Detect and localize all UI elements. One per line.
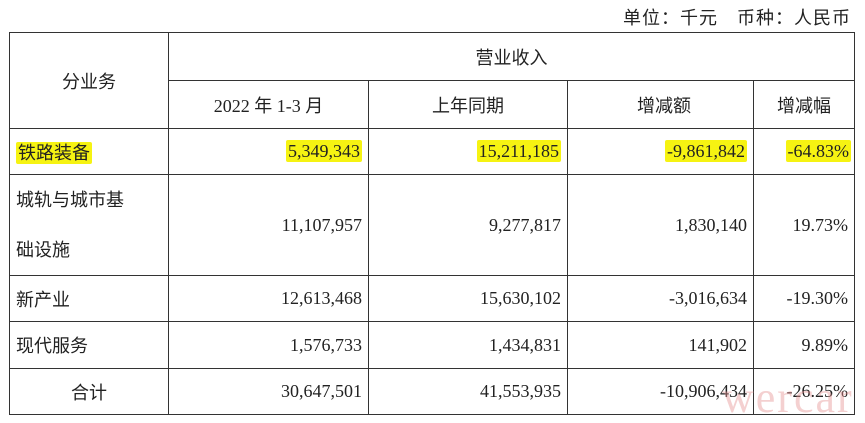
prior-value: 15,211,185	[476, 140, 561, 162]
change-value: -10,906,434	[567, 368, 754, 415]
current-value: 5,349,343	[286, 140, 362, 162]
pct-value: -19.30%	[753, 275, 855, 322]
segment-name: 城轨与城市基 础设施	[9, 174, 169, 276]
change-value: -3,016,634	[567, 275, 754, 322]
table-row: 新产业 12,613,468 15,630,102 -3,016,634 -19…	[9, 275, 855, 322]
pct-value: 19.73%	[753, 174, 855, 276]
segment-name: 现代服务	[9, 321, 169, 369]
current-value: 1,576,733	[168, 321, 369, 369]
change-value: 141,902	[567, 321, 754, 369]
prior-value: 41,553,935	[368, 368, 568, 415]
segment-name: 合计	[9, 368, 169, 415]
header-change: 增减额	[567, 80, 754, 129]
header-pct: 增减幅	[753, 80, 855, 129]
current-value: 30,647,501	[168, 368, 369, 415]
unit-note: 单位：千元 币种：人民币	[623, 8, 851, 28]
segment-name-line1: 城轨与城市基	[16, 190, 124, 210]
change-value: -9,861,842	[665, 140, 747, 162]
prior-value: 9,277,817	[368, 174, 568, 276]
prior-value: 1,434,831	[368, 321, 568, 369]
pct-value: -26.25%	[753, 368, 855, 415]
header-current: 2022 年 1-3 月	[168, 80, 369, 129]
header-prior: 上年同期	[368, 80, 568, 129]
current-value: 11,107,957	[168, 174, 369, 276]
header-revenue-group: 营业收入	[168, 32, 855, 81]
revenue-table: 分业务 营业收入 2022 年 1-3 月 上年同期 增减额 增减幅 铁路装备 …	[9, 32, 855, 415]
table-row: 铁路装备 5,349,343 15,211,185 -9,861,842 -64…	[9, 128, 855, 175]
table-row: 现代服务 1,576,733 1,434,831 141,902 9.89%	[9, 321, 855, 369]
pct-value: -64.83%	[785, 140, 851, 162]
change-value: 1,830,140	[567, 174, 754, 276]
table-row: 城轨与城市基 础设施 11,107,957 9,277,817 1,830,140…	[9, 174, 855, 276]
table-row-total: 合计 30,647,501 41,553,935 -10,906,434 -26…	[9, 368, 855, 415]
segment-name: 新产业	[9, 275, 169, 322]
current-value: 12,613,468	[168, 275, 369, 322]
segment-name-line2: 础设施	[16, 240, 70, 260]
pct-value: 9.89%	[753, 321, 855, 369]
segment-name: 铁路装备	[16, 141, 92, 164]
header-segment: 分业务	[9, 32, 169, 129]
prior-value: 15,630,102	[368, 275, 568, 322]
